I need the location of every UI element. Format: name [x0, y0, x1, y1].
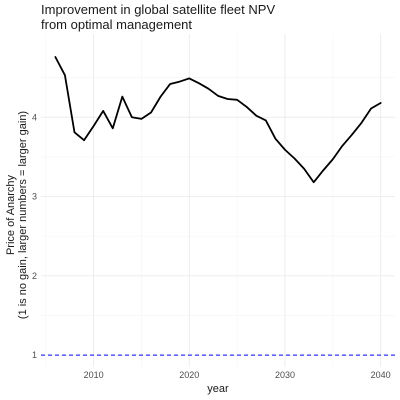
chart-title-line-1: Improvement in global satellite fleet NP… — [41, 2, 275, 17]
y-tick-label: 3 — [32, 192, 37, 202]
y-axis-label-line-2: (1 is no gain, larger numbers = larger g… — [17, 111, 29, 319]
series-line-0 — [54, 56, 382, 184]
y-axis-ticks: 1 2 3 4 — [32, 112, 37, 360]
y-axis-label-line-1: Price of Anarchy — [5, 174, 17, 255]
x-tick-label: 2010 — [84, 370, 104, 380]
series-lines — [54, 56, 382, 184]
x-axis-label: year — [207, 383, 229, 395]
x-axis-ticks: 2010 2020 2030 2040 — [84, 370, 391, 380]
chart-title-line-2: from optimal management — [41, 17, 192, 32]
y-tick-label: 1 — [32, 350, 37, 360]
x-tick-label: 2040 — [371, 370, 391, 380]
y-tick-label: 2 — [32, 271, 37, 281]
y-tick-label: 4 — [32, 112, 37, 122]
x-tick-label: 2030 — [275, 370, 295, 380]
gridlines — [41, 34, 395, 367]
x-tick-label: 2020 — [179, 370, 199, 380]
